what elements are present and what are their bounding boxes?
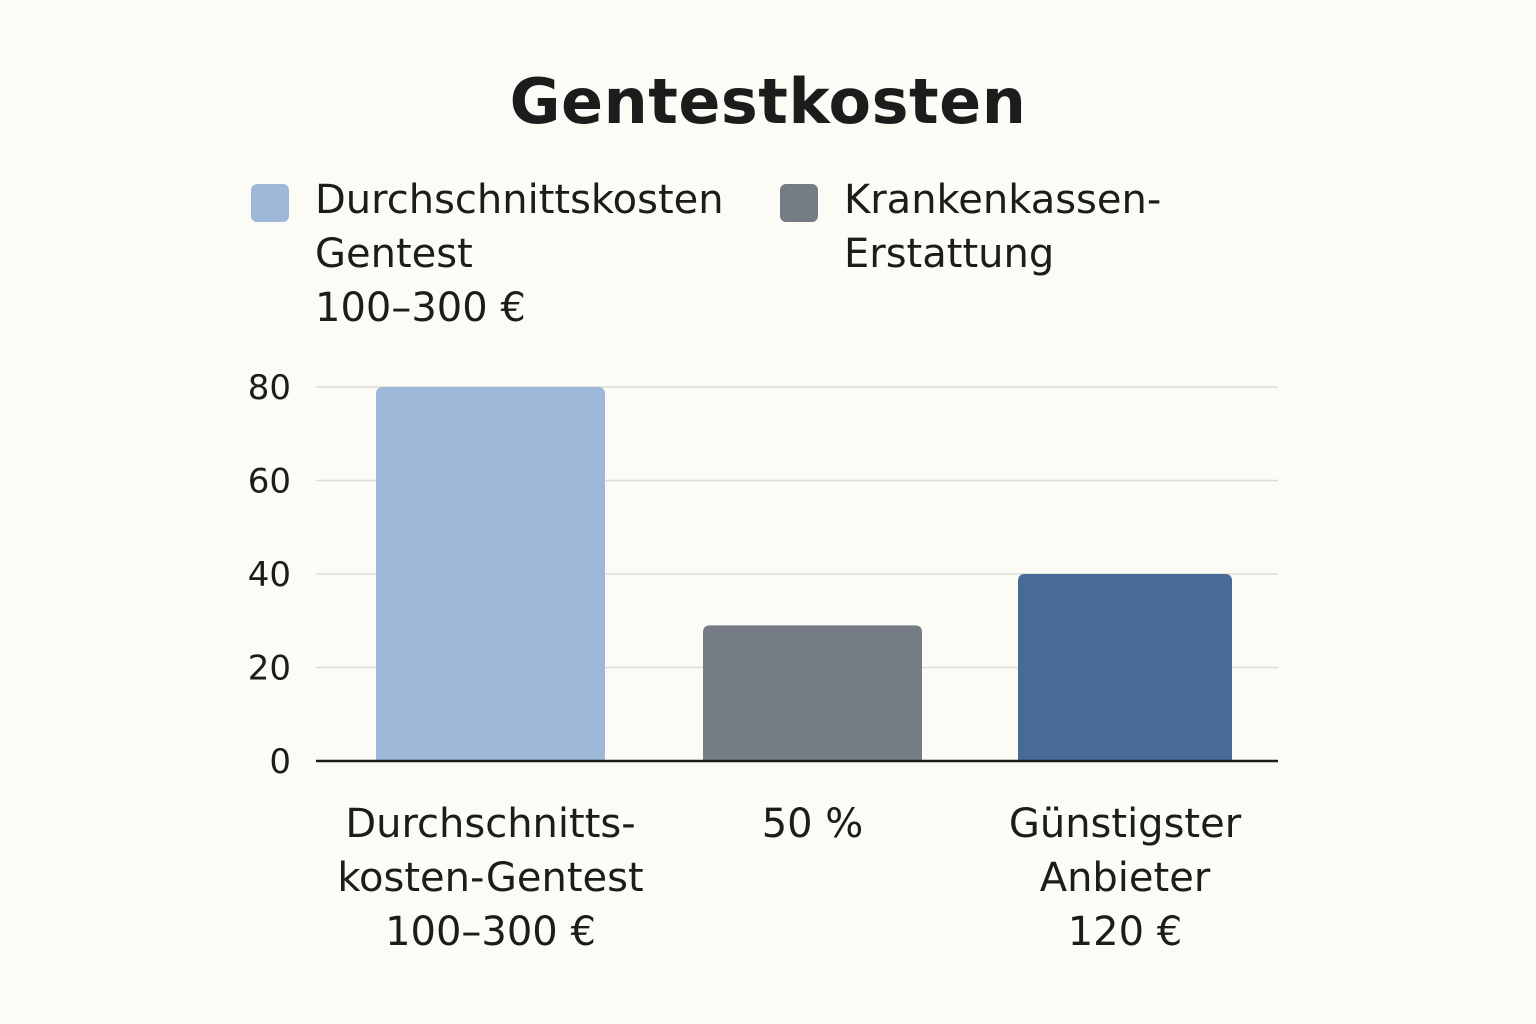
category-label-line: Anbieter [1039, 855, 1211, 901]
legend-item-insurance-refund: Krankenkassen- Erstattung [780, 177, 1161, 281]
legend-label-line: Gentest [315, 231, 473, 277]
legend-label-line: 100–300 € [315, 285, 526, 331]
bar-average-cost [376, 387, 605, 761]
bars [376, 387, 1232, 761]
bar-cheapest-provider [1018, 574, 1232, 761]
y-tick-label: 40 [248, 555, 291, 595]
category-label-line: 100–300 € [385, 909, 596, 955]
category-label-line: 120 € [1067, 909, 1183, 955]
category-label-line: kosten-Gentest [337, 855, 644, 901]
category-label-average-cost: Durchschnitts- kosten-Gentest 100–300 € [321, 797, 661, 959]
bar-refund [703, 625, 922, 761]
legend-swatch-average-cost [251, 184, 289, 222]
y-axis-ticks: 0 20 40 60 80 [248, 368, 291, 782]
legend-item-average-cost: Durchschnittskosten Gentest 100–300 € [251, 177, 724, 335]
y-tick-label: 0 [269, 742, 291, 782]
legend-label-line: Durchschnittskosten [315, 177, 724, 223]
category-label-refund: 50 % [643, 797, 983, 851]
category-label-line: 50 % [761, 801, 864, 847]
legend-swatch-insurance-refund [780, 184, 818, 222]
legend-label-line: Krankenkassen- [844, 177, 1162, 223]
y-tick-label: 20 [248, 649, 291, 689]
legend-label-line: Erstattung [844, 231, 1055, 277]
category-label-cheapest-provider: Günstigster Anbieter 120 € [955, 797, 1295, 959]
chart-title: Gentestkosten [509, 65, 1027, 138]
category-label-line: Durchschnitts- [345, 801, 636, 847]
legend-label-insurance-refund: Krankenkassen- Erstattung [844, 173, 1161, 281]
legend-label-average-cost: Durchschnittskosten Gentest 100–300 € [315, 173, 724, 335]
y-tick-label: 60 [248, 462, 291, 502]
category-label-line: Günstigster [1008, 801, 1242, 847]
y-tick-label: 80 [248, 368, 291, 408]
